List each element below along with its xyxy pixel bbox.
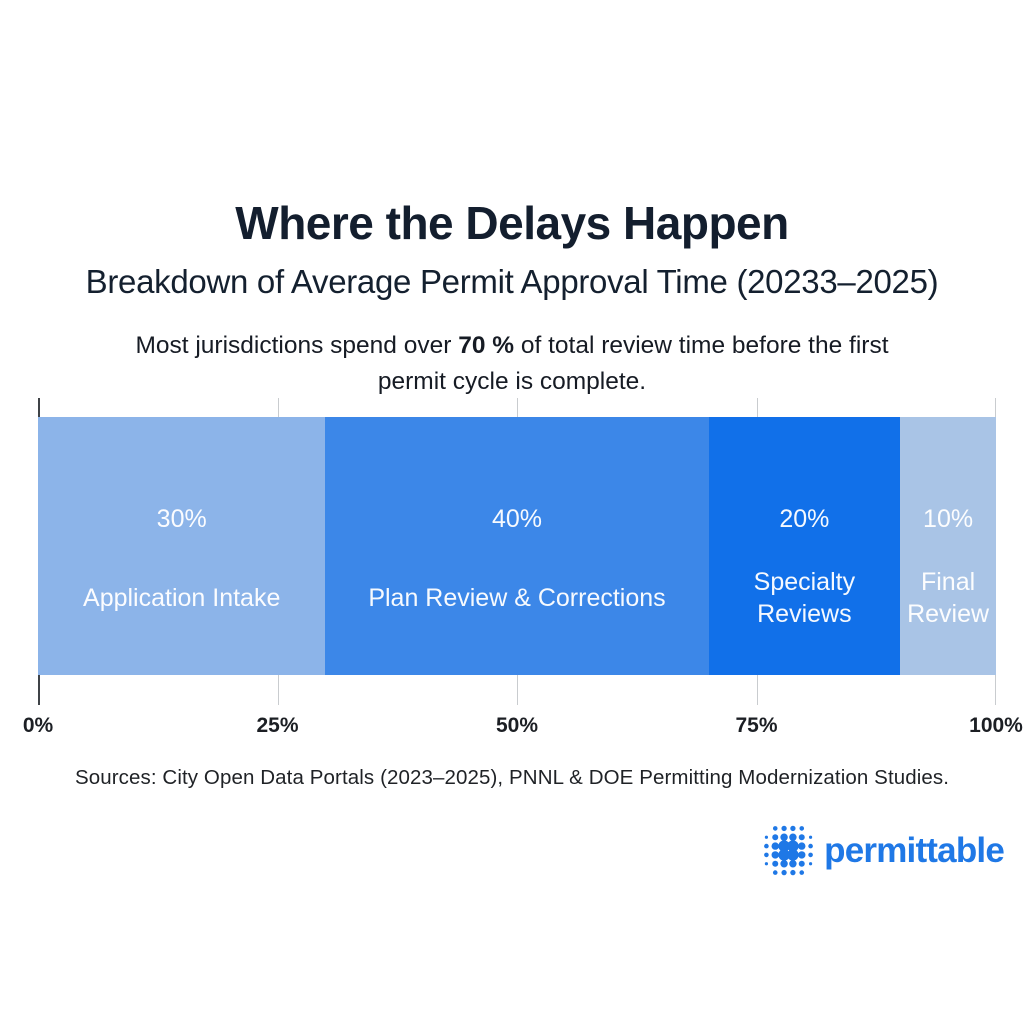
x-axis-tick-label: 75%: [735, 714, 778, 737]
page-subtitle: Breakdown of Average Permit Approval Tim…: [85, 263, 939, 300]
segment-value-label: 20%: [779, 505, 830, 533]
stacked-bar-chart: 30% Application Intake 40% Plan Review &…: [38, 398, 996, 705]
segment-value-label: 40%: [491, 505, 542, 533]
segment-name-label: Application Intake: [83, 584, 281, 612]
stacked-bar: 30% Application Intake 40% Plan Review &…: [38, 417, 996, 675]
segment-value-label: 10%: [923, 505, 974, 533]
chart-description: Most jurisdictions spend over 70 % of to…: [0, 328, 1024, 400]
segment-application-intake: 30% Application Intake: [38, 417, 326, 675]
header: Where the Delays Happen Breakdown of Ave…: [0, 0, 1024, 400]
description-line2: permit cycle is complete.: [377, 368, 647, 395]
segment-plan-review-corrections: 40% Plan Review & Corrections: [325, 417, 709, 675]
description-post: of total review time before the first: [514, 332, 889, 359]
page-title: Where the Delays Happen: [235, 197, 789, 249]
x-axis-tick-label: 100%: [969, 714, 1023, 737]
x-axis-tick-label: 0%: [22, 714, 54, 737]
x-axis-tick-label: 50%: [495, 714, 539, 737]
brand-logo: permittable: [0, 824, 1005, 877]
brand-name: permittable: [824, 830, 1005, 870]
permittable-logo-icon: [764, 825, 814, 876]
x-axis-tick-label: 25%: [256, 714, 299, 737]
description-highlight: 70 %: [458, 332, 515, 359]
segment-name-label: Final Review: [907, 568, 990, 628]
description-pre: Most jurisdictions spend over: [135, 332, 459, 359]
segment-name-label: Specialty Reviews: [753, 568, 856, 628]
sources-note: Sources: City Open Data Portals (2023–20…: [74, 766, 950, 789]
x-axis: 0% 25% 50% 75% 100%: [23, 714, 1023, 742]
segment-value-label: 30%: [156, 505, 207, 533]
segment-specialty-reviews: 20% Specialty Reviews: [708, 417, 901, 675]
segment-name-label: Plan Review & Corrections: [368, 584, 666, 612]
segment-final-review: 10% Final Review: [900, 417, 996, 675]
